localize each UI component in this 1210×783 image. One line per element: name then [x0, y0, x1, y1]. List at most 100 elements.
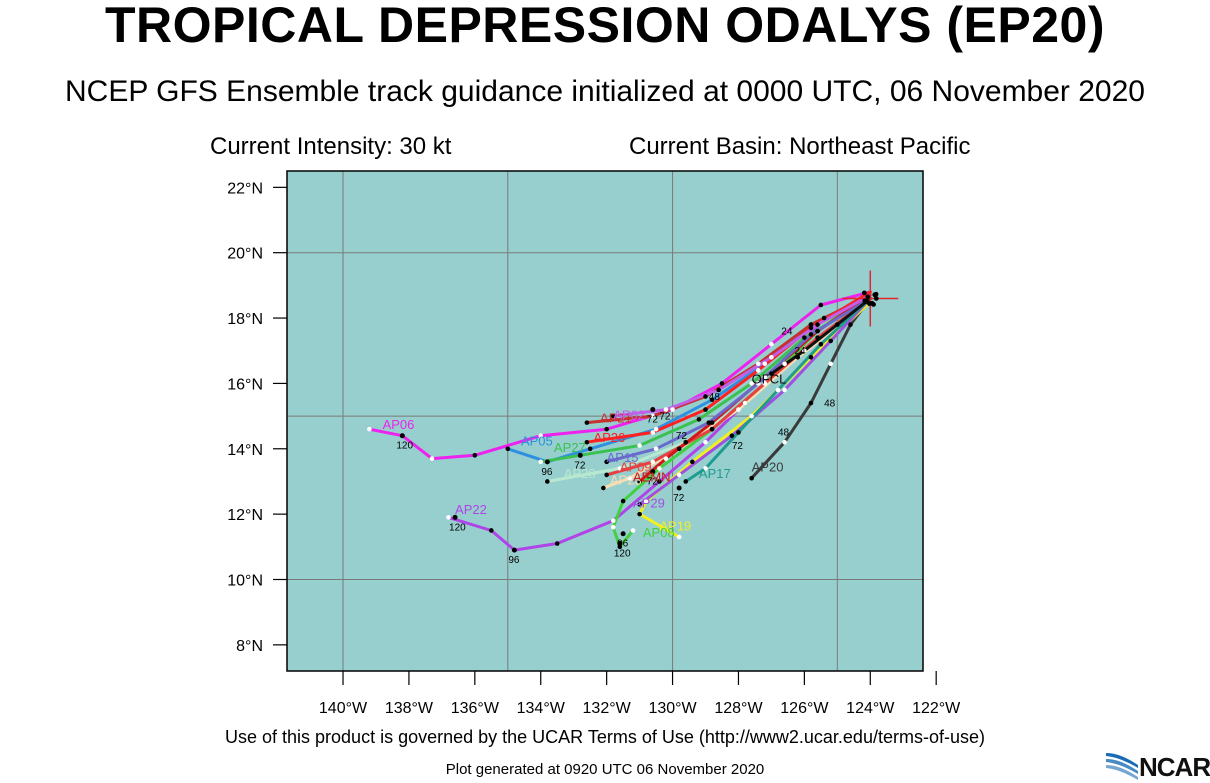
lat-tick-label: 14°N	[227, 442, 263, 459]
track-point	[703, 407, 708, 412]
track-point	[627, 475, 633, 481]
forecast-hour-dot	[650, 407, 656, 413]
track-point	[584, 420, 590, 425]
track-point	[620, 498, 626, 504]
forecast-hour-label: 48	[709, 392, 721, 403]
track-point	[703, 439, 708, 445]
forecast-hour-label: 72	[574, 460, 586, 471]
track-label-ap15: AP15	[607, 450, 639, 465]
forecast-hour-dot	[399, 433, 405, 439]
track-point	[755, 361, 761, 367]
forecast-hour-dot	[617, 541, 623, 547]
track-point	[818, 302, 824, 308]
forecast-hour-label: 120	[396, 441, 413, 452]
track-point	[676, 534, 682, 540]
track-point	[709, 426, 715, 432]
lon-tick-label: 140°W	[319, 700, 368, 717]
track-ap02	[611, 293, 872, 418]
track-point	[676, 472, 682, 478]
forecast-hour-dot	[577, 452, 583, 458]
track-point	[367, 426, 372, 432]
track-point	[604, 426, 609, 432]
lon-tick-label: 136°W	[451, 700, 500, 717]
forecast-hour-dot	[620, 531, 626, 537]
storm-cluster-dot	[865, 294, 871, 300]
track-point	[637, 443, 642, 448]
track-label-ap22: AP22	[455, 502, 487, 517]
storm-cluster-dot	[873, 296, 879, 301]
track-label-ap09: AP09	[620, 460, 652, 475]
track-point	[736, 407, 741, 412]
storm-cluster-dot	[861, 290, 867, 296]
track-point	[545, 479, 550, 484]
track-point	[696, 417, 702, 422]
track-ofcl	[769, 297, 872, 376]
track-point	[670, 407, 675, 412]
forecast-hour-label: 72	[659, 411, 671, 422]
track-point	[762, 381, 768, 386]
track-point	[657, 479, 662, 484]
forecast-hour-label: 120	[614, 549, 631, 560]
track-label-ap05: AP05	[521, 434, 553, 449]
track-point	[703, 466, 708, 471]
track-point	[653, 426, 659, 432]
forecast-hour-label: 96	[508, 555, 520, 566]
storm-cluster-dot	[862, 298, 868, 304]
track-point	[650, 430, 656, 435]
track-point	[630, 528, 636, 533]
track-label-ap29: AP29	[633, 496, 665, 511]
forecast-hour-dot	[452, 514, 458, 520]
lon-tick-label: 134°W	[517, 700, 566, 717]
track-point	[538, 433, 544, 439]
track-point	[617, 466, 623, 471]
track-point	[538, 459, 544, 465]
track-point	[604, 459, 609, 465]
lat-tick-label: 20°N	[227, 246, 263, 263]
track-ap17	[684, 297, 872, 483]
track-point	[755, 368, 761, 373]
current-intensity: Current Intensity: 30 kt	[210, 133, 452, 160]
track-point	[782, 439, 787, 445]
track-point	[795, 354, 801, 360]
track-point	[637, 479, 642, 484]
forecast-hour-dot	[650, 469, 656, 475]
track-ap20	[750, 297, 872, 480]
forecast-hour-label: 72	[647, 415, 659, 426]
track-label-ofcl: OFCL	[752, 371, 787, 386]
track-point	[782, 387, 787, 393]
track-point	[584, 439, 590, 445]
forecast-hour-label: 72	[647, 477, 659, 488]
track-point	[769, 371, 774, 376]
track-label-ap27: AP27	[554, 440, 586, 455]
track-point	[505, 446, 511, 452]
track-point	[775, 387, 781, 393]
forecast-hour-label: 72	[673, 493, 685, 504]
lon-tick-label: 128°W	[714, 700, 763, 717]
page-subtitle: NCEP GFS Ensemble track guidance initial…	[65, 75, 1145, 108]
track-point	[489, 528, 494, 533]
lon-tick-label: 122°W	[912, 700, 961, 717]
track-label-ap02: AP02	[613, 407, 645, 422]
track-point	[429, 456, 435, 461]
track-point	[690, 459, 695, 465]
track-point	[821, 315, 827, 321]
track-label-ap19: AP19	[659, 518, 691, 533]
track-point	[643, 498, 649, 504]
track-point	[610, 524, 616, 530]
track-point	[604, 472, 609, 478]
track-point	[703, 394, 708, 399]
track-point	[835, 322, 840, 327]
track-point	[716, 387, 721, 393]
track-point	[663, 407, 669, 412]
forecast-hour-label: 96	[541, 467, 553, 478]
track-point	[755, 381, 761, 386]
forecast-hour-label: 48	[824, 398, 836, 409]
lon-tick-label: 130°W	[648, 700, 697, 717]
track-point	[769, 354, 774, 360]
terms-of-use[interactable]: Use of this product is governed by the U…	[225, 727, 985, 747]
track-point	[749, 413, 754, 419]
forecast-hour-label: 120	[449, 522, 466, 533]
track-point	[676, 446, 682, 452]
track-ap15	[605, 297, 872, 464]
track-point	[782, 361, 787, 367]
